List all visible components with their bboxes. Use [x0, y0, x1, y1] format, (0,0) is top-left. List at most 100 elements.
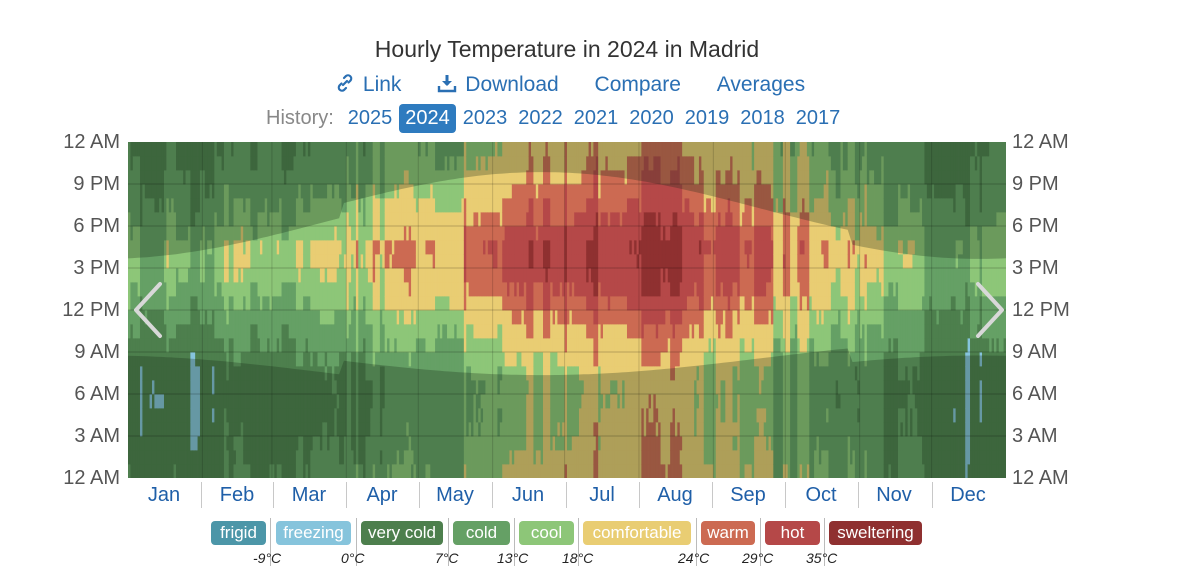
heatmap-cell — [377, 310, 381, 325]
heatmap-cell — [547, 268, 551, 283]
heatmap-cell — [149, 268, 153, 283]
heatmap-cell — [490, 464, 494, 478]
heatmap-cell — [602, 170, 606, 185]
heatmap-cell — [533, 464, 537, 478]
heatmap-cell — [509, 310, 513, 325]
heatmap-cell — [581, 464, 585, 478]
heatmap-cell — [353, 422, 357, 437]
download-action[interactable]: Download — [437, 73, 559, 97]
heatmap-cell — [195, 408, 198, 423]
heatmap-cell — [274, 310, 278, 325]
heatmap-cell — [295, 212, 299, 227]
heatmap-cell — [291, 464, 294, 478]
heatmap-cell — [228, 184, 232, 199]
heatmap-cell — [403, 282, 407, 297]
heatmap-cell — [375, 156, 378, 171]
heatmap-cell — [192, 352, 196, 367]
heatmap-cell — [190, 394, 194, 409]
heatmap-cell — [523, 282, 527, 297]
history-year-2025[interactable]: 2025 — [347, 107, 393, 129]
heatmap-cell — [286, 282, 290, 297]
heatmap-cell — [307, 324, 311, 339]
heatmap-cell — [487, 324, 491, 339]
heatmap-cell — [168, 366, 172, 381]
heatmap-cell — [495, 324, 498, 339]
heatmap-cell — [586, 226, 589, 241]
heatmap-cell — [166, 212, 170, 227]
heatmap-cell — [187, 464, 191, 478]
heatmap-cell — [329, 254, 333, 269]
heatmap-cell — [279, 268, 282, 283]
heatmap-cell — [581, 338, 585, 353]
heatmap-cell — [235, 254, 239, 269]
heatmap-cell — [377, 408, 381, 423]
heatmap-cell — [502, 408, 506, 423]
averages-action[interactable]: Averages — [716, 73, 806, 96]
heatmap-cell — [219, 212, 222, 227]
heatmap-cell — [439, 184, 443, 199]
heatmap-cell — [274, 352, 278, 367]
heatmap-cell — [149, 380, 153, 395]
heatmap-cell — [159, 240, 162, 255]
heatmap-cell — [305, 436, 309, 451]
heatmap-cell — [295, 226, 299, 241]
heatmap-cell — [348, 408, 352, 423]
heatmap-cell — [499, 464, 503, 478]
history-year-2019[interactable]: 2019 — [684, 107, 730, 129]
heatmap-cell — [423, 198, 426, 213]
history-year-2021[interactable]: 2021 — [573, 107, 619, 129]
heatmap-cell — [514, 212, 518, 227]
heatmap-cell — [187, 268, 191, 283]
link-action[interactable]: Link — [335, 73, 401, 97]
heatmap-cell — [322, 212, 326, 227]
heatmap-cell — [401, 142, 405, 157]
heatmap-cell — [401, 464, 405, 478]
heatmap-cell — [267, 380, 270, 395]
heatmap-cell — [394, 170, 398, 185]
heatmap-cell — [288, 338, 292, 353]
heatmap-cell — [399, 436, 402, 451]
heatmap-cell — [480, 156, 484, 171]
heatmap-cell — [427, 352, 431, 367]
history-year-2024[interactable]: 2024 — [399, 104, 456, 133]
heatmap-cell — [473, 352, 477, 367]
heatmap-cell — [471, 422, 474, 437]
heatmap-cell — [303, 268, 306, 283]
heatmap-cell — [555, 310, 558, 325]
heatmap-cell — [166, 436, 170, 451]
heatmap-cell — [480, 324, 484, 339]
heatmap-cell — [449, 198, 453, 213]
heatmap-cell — [420, 352, 424, 367]
compare-action[interactable]: Compare — [594, 73, 681, 96]
heatmap-cell — [487, 408, 491, 423]
heatmap-cell — [571, 254, 575, 269]
heatmap-cell — [516, 198, 520, 213]
heatmap-cell — [185, 380, 189, 395]
heatmap-cell — [555, 352, 558, 367]
heatmap-cell — [250, 394, 254, 409]
heatmap-cell — [139, 198, 143, 213]
history-year-2022[interactable]: 2022 — [518, 107, 563, 129]
heatmap-cell — [283, 142, 287, 157]
heatmap-cell — [502, 352, 506, 367]
heatmap-cell — [243, 394, 246, 409]
heatmap-cell — [396, 366, 400, 381]
heatmap-cell — [161, 268, 165, 283]
heatmap-cell — [540, 436, 544, 451]
heatmap-cell — [281, 226, 285, 241]
history-year-2018[interactable]: 2018 — [740, 107, 785, 129]
heatmap-cell — [437, 226, 441, 241]
heatmap-cell — [339, 408, 342, 423]
heatmap-cell — [144, 142, 148, 157]
heatmap-cell — [327, 184, 330, 199]
history-year-2020[interactable]: 2020 — [629, 107, 674, 129]
heatmap-cell — [502, 226, 506, 241]
heatmap-cell — [605, 394, 609, 409]
heatmap-cell — [456, 338, 460, 353]
history-year-2017[interactable]: 2017 — [795, 107, 841, 129]
heatmap-cell — [427, 296, 431, 311]
heatmap-cell — [535, 198, 539, 213]
heatmap-cell — [216, 394, 220, 409]
heatmap-cell — [238, 338, 242, 353]
history-year-2023[interactable]: 2023 — [462, 107, 508, 129]
